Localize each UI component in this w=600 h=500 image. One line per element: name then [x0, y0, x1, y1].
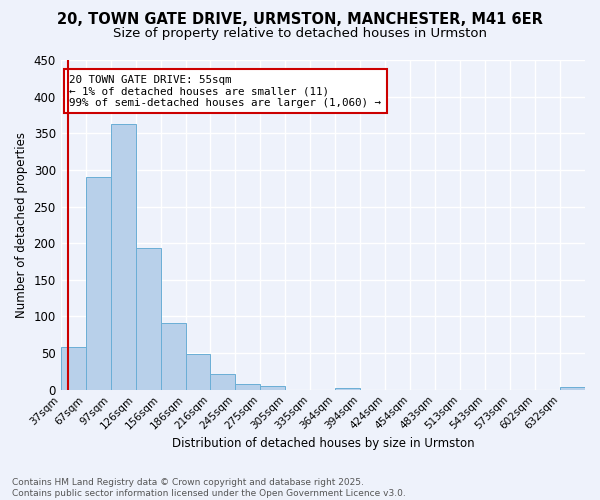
- Bar: [136, 248, 161, 390]
- Bar: [235, 384, 260, 390]
- Bar: [110, 124, 136, 390]
- Bar: [161, 323, 185, 390]
- Text: 20 TOWN GATE DRIVE: 55sqm
← 1% of detached houses are smaller (11)
99% of semi-d: 20 TOWN GATE DRIVE: 55sqm ← 1% of detach…: [70, 74, 382, 108]
- Bar: [211, 374, 235, 390]
- Text: 20, TOWN GATE DRIVE, URMSTON, MANCHESTER, M41 6ER: 20, TOWN GATE DRIVE, URMSTON, MANCHESTER…: [57, 12, 543, 28]
- Bar: [185, 354, 211, 390]
- Bar: [260, 386, 286, 390]
- Y-axis label: Number of detached properties: Number of detached properties: [15, 132, 28, 318]
- X-axis label: Distribution of detached houses by size in Urmston: Distribution of detached houses by size …: [172, 437, 474, 450]
- Bar: [61, 347, 86, 390]
- Bar: [86, 177, 110, 390]
- Bar: [560, 387, 585, 390]
- Text: Contains HM Land Registry data © Crown copyright and database right 2025.
Contai: Contains HM Land Registry data © Crown c…: [12, 478, 406, 498]
- Text: Size of property relative to detached houses in Urmston: Size of property relative to detached ho…: [113, 28, 487, 40]
- Bar: [335, 388, 360, 390]
